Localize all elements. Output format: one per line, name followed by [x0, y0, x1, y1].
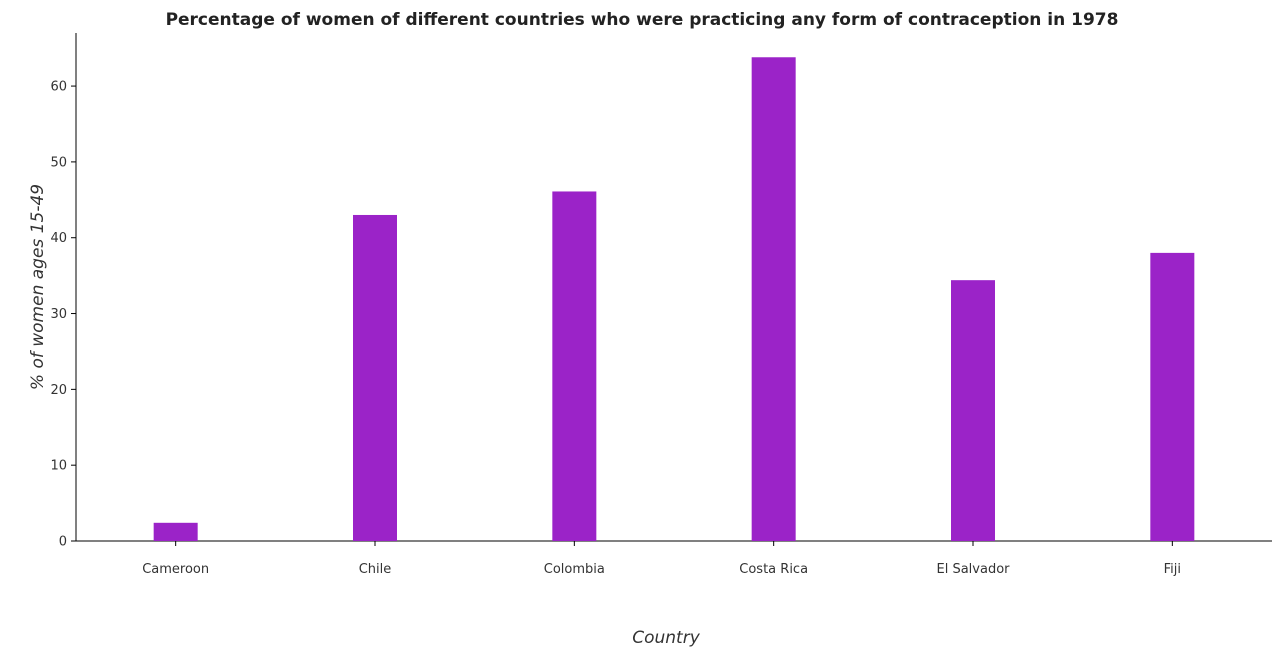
x-tick-label: Costa Rica: [739, 562, 808, 577]
bar-costa-rica: [751, 57, 796, 541]
y-tick-label: 40: [50, 231, 67, 246]
y-tick-label: 20: [50, 383, 67, 398]
x-ticks: Cameroon Chile Colombia Costa Rica El Salvad…: [142, 541, 1181, 577]
bar-fiji: [1150, 252, 1195, 541]
y-axis-label: % of women ages 15-49: [28, 184, 48, 390]
y-tick-label: 0: [59, 535, 67, 550]
x-tick-label: Fiji: [1164, 562, 1181, 577]
x-tick-label: El Salvador: [937, 562, 1011, 577]
chart-title: Percentage of women of different countri…: [166, 10, 1119, 30]
y-tick-label: 10: [50, 459, 67, 474]
bar-cameroon: [153, 522, 198, 541]
bars: [153, 57, 1195, 541]
plot-area: 0 10 20 30 40 50 60 Cameroon Chile Colombia Costa…: [50, 33, 1272, 577]
bar-chile: [353, 214, 397, 541]
y-tick-label: 30: [50, 307, 67, 322]
x-tick-label: Chile: [359, 562, 392, 577]
bar-colombia: [552, 191, 597, 541]
bar-el-salvador: [951, 280, 995, 541]
y-tick-label: 60: [50, 80, 67, 95]
y-tick-label: 50: [50, 155, 67, 170]
x-tick-label: Cameroon: [142, 562, 209, 577]
x-axis-label: Country: [632, 628, 700, 648]
x-tick-label: Colombia: [544, 562, 605, 577]
y-ticks: 0 10 20 30 40 50 60: [50, 80, 76, 550]
